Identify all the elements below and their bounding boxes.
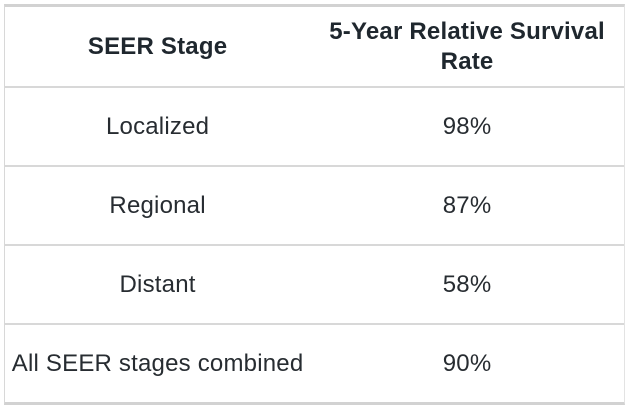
cell-stage-value: Localized bbox=[105, 112, 210, 140]
cell-stage-value: Distant bbox=[119, 270, 196, 298]
cell-rate-value: 90% bbox=[442, 349, 492, 377]
cell-rate-value: 58% bbox=[442, 270, 492, 298]
survival-rate-table: SEER Stage 5-Year Relative Survival Rate… bbox=[4, 4, 625, 405]
cell-stage-value: All SEER stages combined bbox=[11, 349, 304, 377]
table-row: All SEER stages combined 90% bbox=[5, 325, 624, 402]
cell-rate-value: 87% bbox=[442, 191, 492, 219]
cell-stage-value: Regional bbox=[109, 191, 206, 219]
header-cell-seer-stage: SEER Stage bbox=[87, 32, 228, 60]
header-cell-survival-rate: 5-Year Relative Survival Rate bbox=[329, 17, 605, 75]
cell-rate-value: 98% bbox=[442, 112, 492, 140]
table-row: Distant 58% bbox=[5, 246, 624, 325]
table-row: Localized 98% bbox=[5, 88, 624, 167]
table-header-row: SEER Stage 5-Year Relative Survival Rate bbox=[5, 7, 624, 88]
table-row: Regional 87% bbox=[5, 167, 624, 246]
